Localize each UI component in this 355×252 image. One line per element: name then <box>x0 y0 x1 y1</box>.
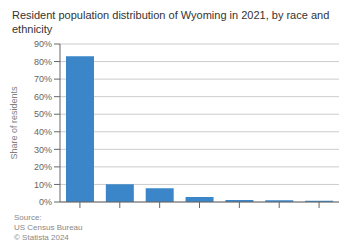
svg-text:0%: 0% <box>39 197 52 207</box>
html-text:Resident population distributi: Resident population distribution of Wyom… <box>12 9 330 35</box>
svg-text:20%: 20% <box>34 162 52 172</box>
svg-text:40%: 40% <box>34 127 52 137</box>
svg-text:Share of residents: Share of residents <box>9 86 19 160</box>
html-text:US Census Bureau: US Census Bureau <box>14 223 83 232</box>
svg-text:50%: 50% <box>34 109 52 119</box>
svg-text:80%: 80% <box>34 57 52 67</box>
svg-text:70%: 70% <box>34 74 52 84</box>
html-text:© Statista 2024: © Statista 2024 <box>14 233 69 242</box>
svg-text:30%: 30% <box>34 145 52 155</box>
svg-text:90%: 90% <box>34 39 52 49</box>
svg-text:10%: 10% <box>34 180 52 190</box>
html-text:Source:: Source: <box>14 213 42 222</box>
svg-text:60%: 60% <box>34 92 52 102</box>
